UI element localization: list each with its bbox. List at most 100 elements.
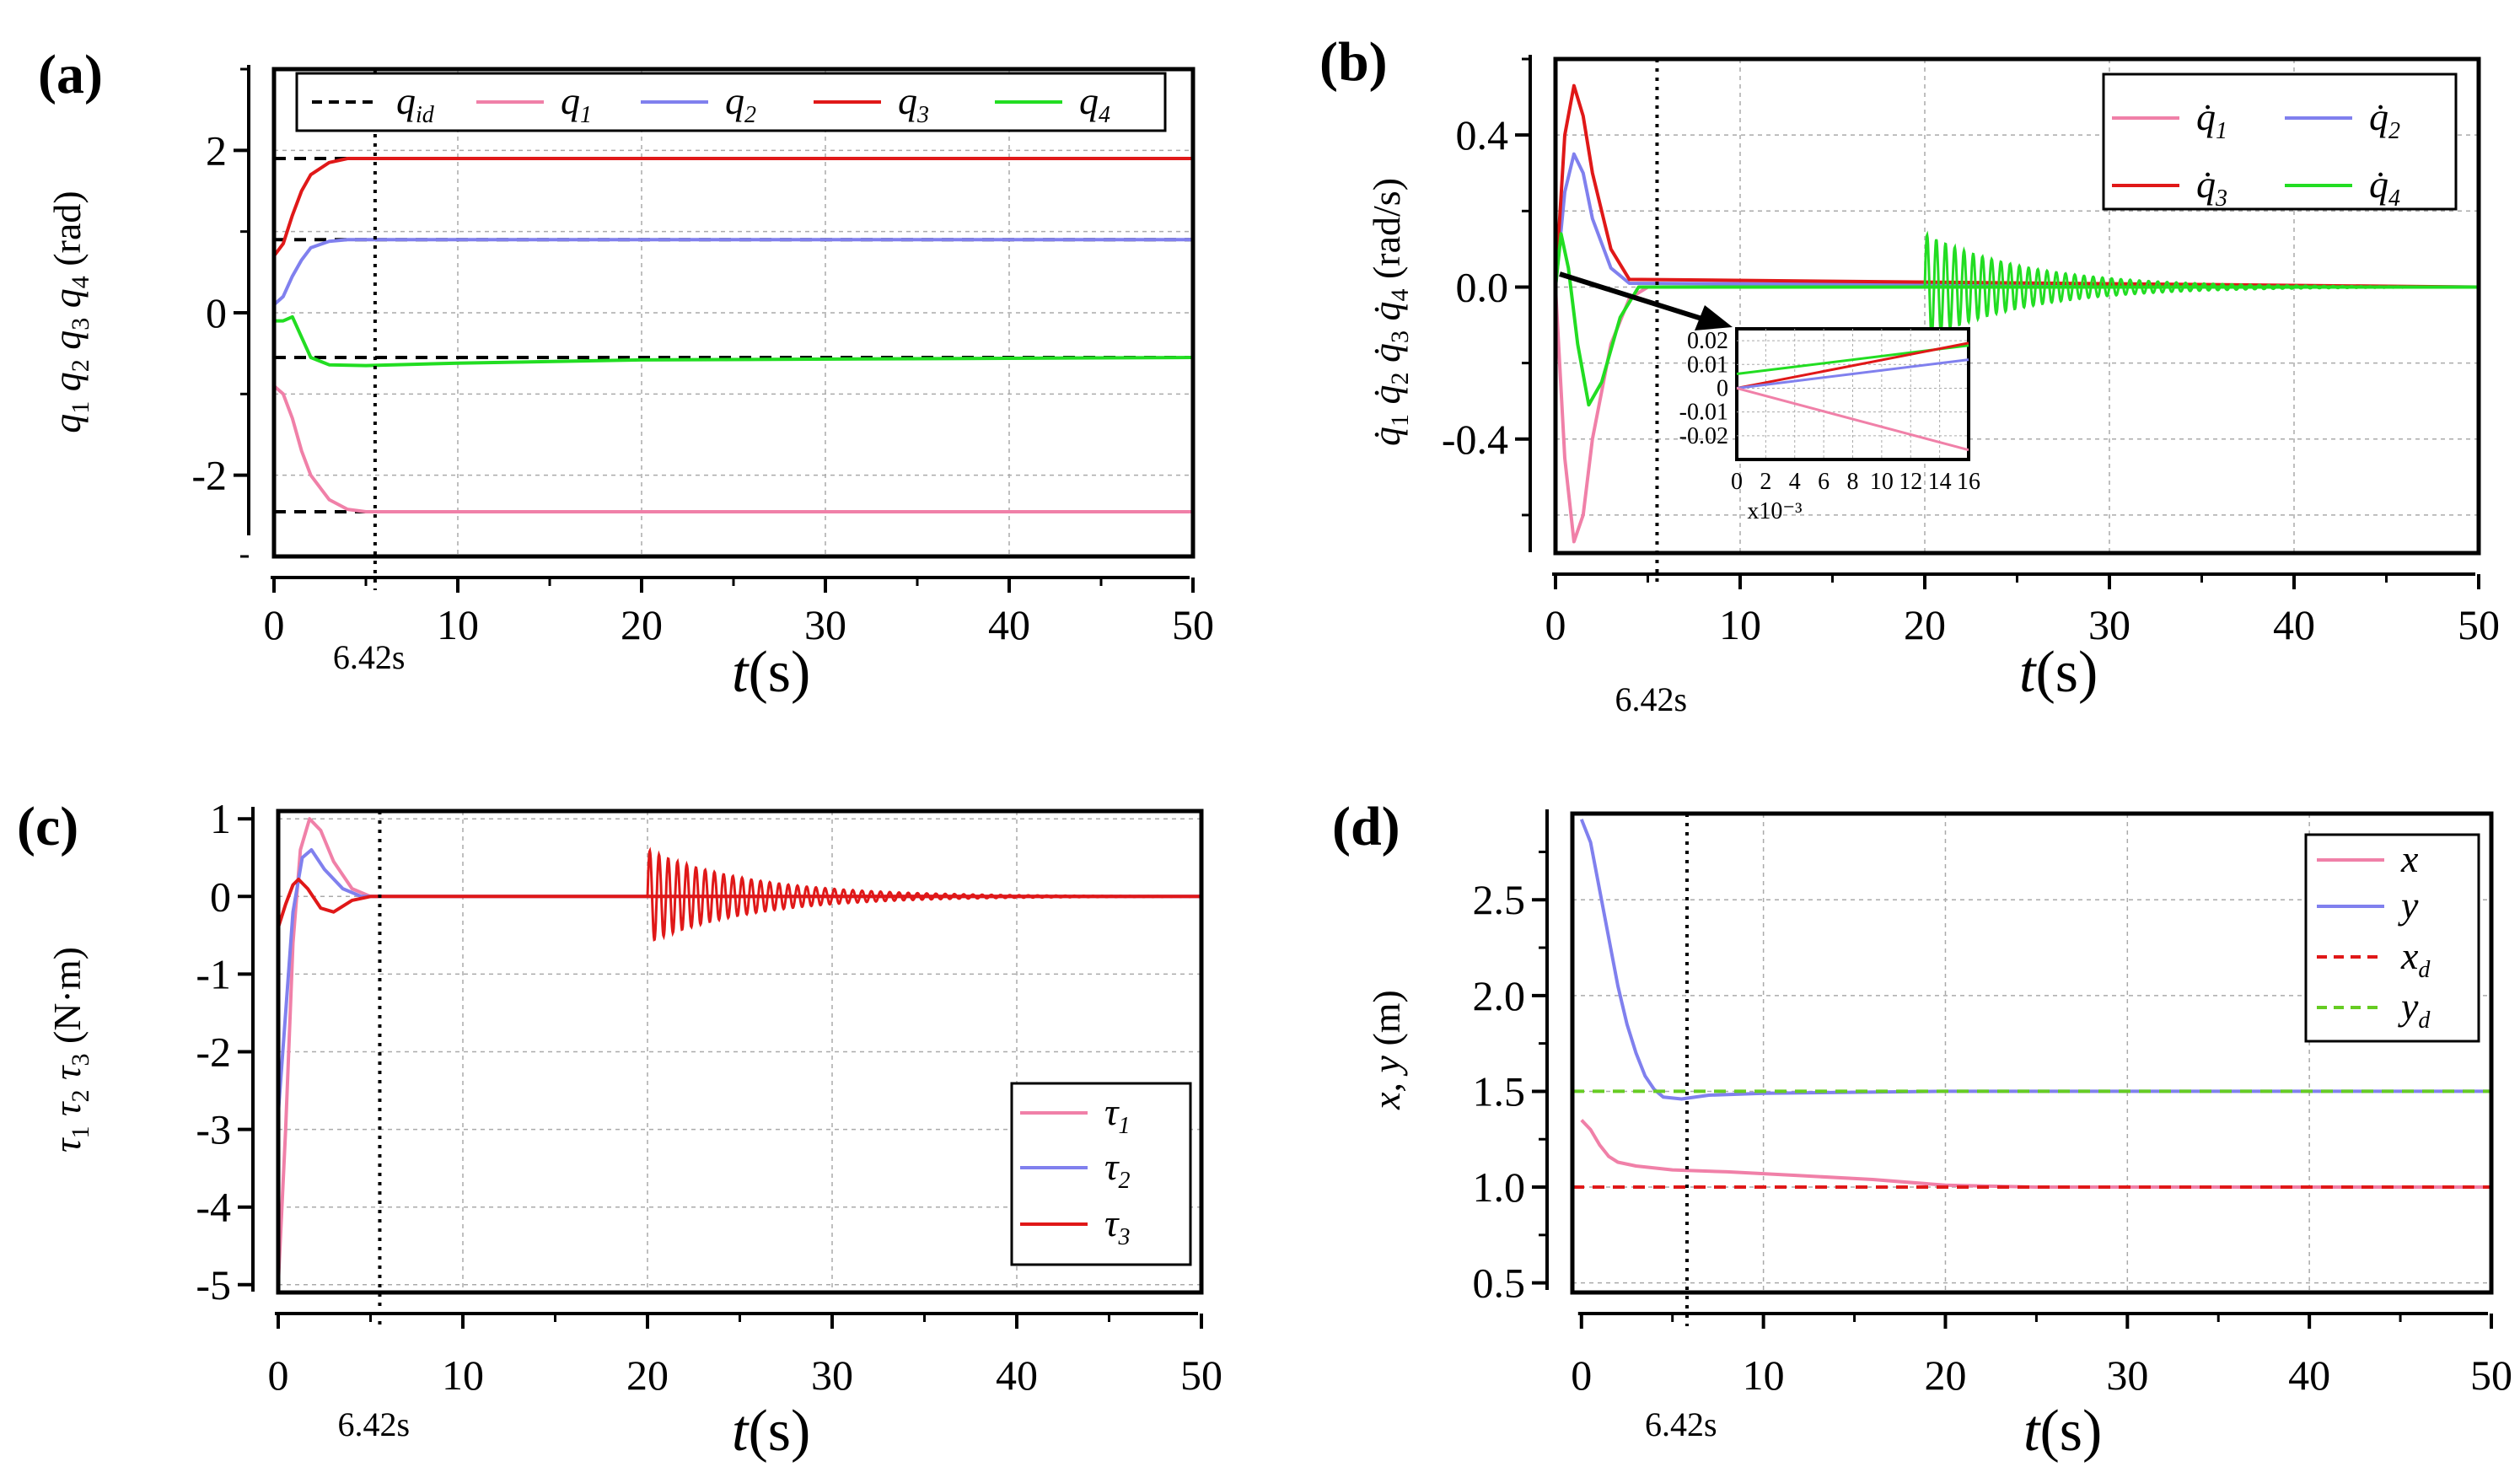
legend-d-item-0-sym: x [2400,837,2419,880]
inset-y-tick-label: -0.01 [1679,400,1728,426]
inset-y-tick-label: 0.02 [1687,328,1728,354]
y-axis-label-c-part: 3 [67,1054,94,1067]
y-axis-label-a-part [46,391,89,401]
panel-label-c: (c) [17,796,78,857]
legend-a-item-2-label: q2 [725,79,756,128]
y-axis-label-d-part: x, y [1365,1046,1408,1110]
inset-x-tick-label: 0 [1731,469,1743,495]
p3-x-tick-label: 20 [1924,1351,1966,1399]
inset-y-tick-label: -0.02 [1679,423,1728,449]
legend-d-item-0-label: x [2400,837,2419,880]
p2-series-0-line [277,817,1201,1285]
p2-y-tick-label: 1 [210,795,231,842]
legend-c-item-1-sym: τ [1104,1145,1120,1188]
legend-d-item-1-label: y [2398,884,2419,927]
panel-label-b: (b) [1319,31,1388,93]
legend-d-item-2-sym: x [2400,934,2419,977]
y-axis-label-c-part: 2 [67,1090,94,1103]
p0-x-tick-label: 30 [804,601,846,648]
legend-d-item-1-sym: y [2398,884,2419,927]
p3-x-tick-label: 40 [2288,1351,2330,1399]
p1-x-axis-label-var: t [2019,640,2037,705]
p1-x-axis-label-unit: (s) [2035,640,2098,705]
p0-series-1-line [272,384,1193,513]
legend-b-item-3-sym: q̇ [2369,163,2388,206]
p2-x-axis-label: t(s) [732,1399,810,1464]
p1-y-tick-label: 0.0 [1456,263,1509,310]
p2-x-axis-label-unit: (s) [748,1399,810,1464]
legend-a-item-2-sub: 2 [744,102,756,128]
p0-y-tick-label: 0 [206,289,227,336]
p2-x-tick-label: 20 [626,1351,669,1399]
y-axis-label-a-part: q [46,414,89,433]
legend-c-item-1-sub: 2 [1118,1168,1130,1194]
p0-x-tick-label: 40 [988,601,1030,648]
legend-b-item-0-sym: q̇ [2196,95,2216,138]
p1-plot-frame [1553,56,2481,556]
legend-d-item-2-sub: d [2418,957,2431,983]
p2-y-tick-label: -5 [196,1261,231,1308]
p2-x-tick-label: 10 [442,1351,484,1399]
y-axis-label-a-part [46,350,89,360]
p1-series-1-line [1554,152,2480,289]
legend-a-item-1-label: q1 [561,79,592,128]
y-axis-label-b-part [1365,363,1408,373]
p3-y-tick-label: 2.0 [1473,972,1526,1019]
p0-y-tick-label: -2 [191,452,227,499]
inset-x-tick-label: 8 [1847,469,1859,495]
p3-x-tick-label: 50 [2470,1351,2512,1399]
legend-a-item-3-sym: q [898,79,917,122]
legend-d-item-3-sym: y [2398,985,2419,1028]
inset-x-scale-label: x10⁻³ [1747,498,1802,524]
legend-b-item-1-label: q̇2 [2369,95,2400,144]
legend-b-item-1-sub: 2 [2388,118,2400,144]
axes-layer [234,55,2494,1329]
legend-c-item-0-sym: τ [1104,1090,1120,1133]
y-axis-label-b-part: 4 [1386,289,1414,302]
legend-a-item-3-label: q3 [898,79,929,128]
inset-line-3 [1736,387,1969,452]
legend-a-item-4-sym: q [1079,79,1099,122]
p0-x-tick-label: 50 [1172,601,1214,648]
p0-x-tick-label: 10 [437,601,479,648]
p3-vline-label: 6.42s [1645,1405,1717,1443]
p1-x-tick-label: 30 [2088,601,2130,648]
inset-x-tick-label: 16 [1957,469,1980,495]
legend-a-item-4-sub: 4 [1099,102,1110,128]
p3-y-tick-label: 1.5 [1473,1067,1526,1115]
legend-b-item-2-sym: q̇ [2196,163,2216,206]
p2-series-2-line [277,878,1201,928]
p0-x-axis-label: t(s) [732,640,810,705]
panel-label-a: (a) [38,44,103,105]
y-axis-label-a-part: q [46,372,89,391]
p1-x-tick-label: 40 [2273,601,2315,648]
p1-x-tick-label: 10 [1719,601,1761,648]
p0-vline-label: 6.42s [333,638,406,676]
inset-line-1 [1736,341,1969,390]
p3-y-tick-label: 1.0 [1473,1163,1526,1211]
p0-plot-frame [271,67,1196,559]
inset-x-tick-label: 14 [1928,469,1952,495]
y-axis-label-a-part: (rad) [46,191,89,266]
inset-x-tick-label: 12 [1899,469,1922,495]
p0-x-axis-label-unit: (s) [748,640,810,705]
p2-x-tick-label: 40 [996,1351,1038,1399]
legend-a-item-0-sub: id [416,102,435,128]
legend-b-box [2102,73,2458,211]
y-axis-label-b-part: q̇ [1365,302,1408,321]
inset-y-tick-label: 0 [1717,375,1728,401]
p0-series-3-line [272,157,1193,257]
y-axis-label-d-part: (m) [1365,990,1408,1045]
y-axis-label-a-part: q [46,330,89,350]
y-axis-label-b-part: q̇ [1365,385,1408,405]
p2-series-1-line [277,848,1201,1115]
y-axis-label-b-part [1365,321,1408,331]
legend-c-item-0-label: τ1 [1104,1090,1130,1139]
p1-series-3-line [1554,232,2479,407]
p1-series-0-line [1554,285,2479,544]
p2-x-tick-label: 50 [1180,1351,1222,1399]
legend-a-item-0-label: qid [396,79,435,128]
legend-b-item-2-sub: 3 [2215,185,2227,212]
